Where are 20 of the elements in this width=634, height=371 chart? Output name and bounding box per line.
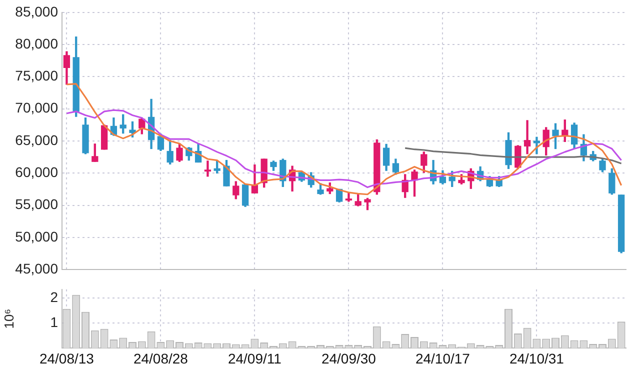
y-tick-label: 2 — [50, 289, 58, 306]
y-tick-label: 50,000 — [15, 228, 58, 244]
x-tick-label: 24/10/31 — [509, 350, 564, 366]
y-tick-label: 70,000 — [15, 100, 58, 116]
x-tick-label: 24/09/11 — [228, 350, 282, 366]
y-tick-label: 60,000 — [15, 164, 58, 180]
y-axis-title: 10⁶ — [1, 308, 16, 329]
y-tick-label: 75,000 — [15, 68, 58, 84]
x-tick-label: 24/10/17 — [415, 350, 470, 366]
y-tick-label: 65,000 — [15, 132, 58, 148]
y-tick-label: 80,000 — [15, 35, 58, 52]
y-tick-label: 45,000 — [15, 260, 58, 276]
candlestick — [524, 120, 531, 154]
y-tick-label: 1 — [50, 314, 58, 330]
x-tick-label: 24/08/28 — [133, 350, 188, 366]
y-tick-label: 55,000 — [15, 196, 58, 212]
x-tick-label: 24/09/30 — [321, 350, 376, 366]
candlestick — [204, 160, 212, 177]
y-tick-label: 85,000 — [15, 3, 58, 20]
x-tick-label: 24/08/13 — [39, 350, 94, 366]
